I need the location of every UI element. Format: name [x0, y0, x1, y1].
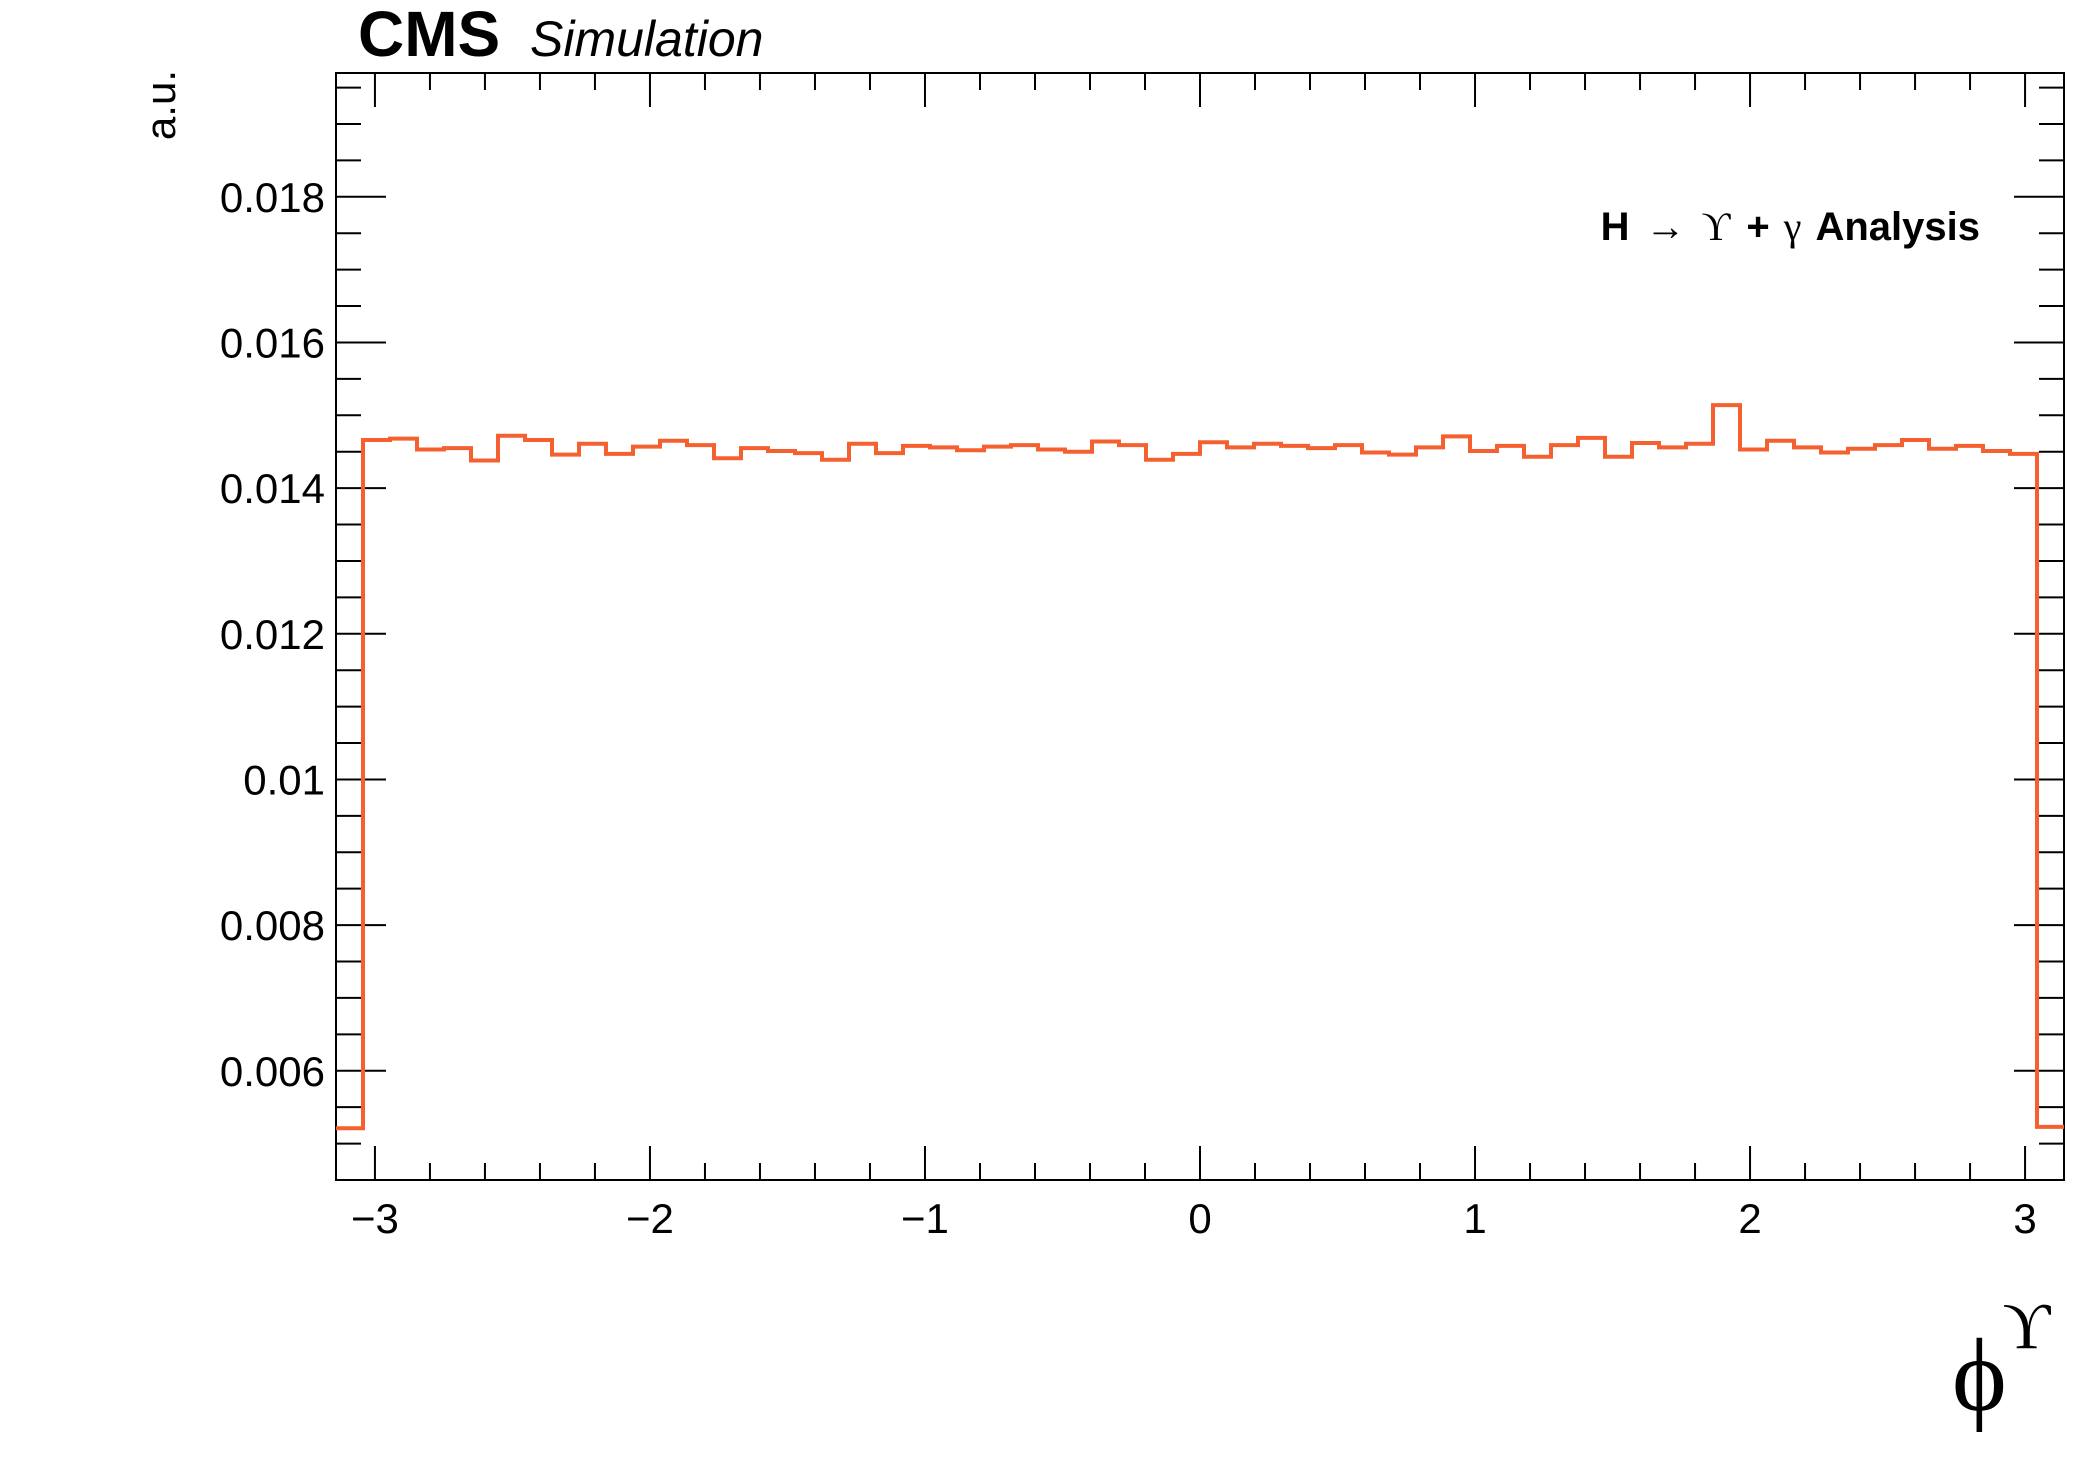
x-tick-label: 0	[1188, 1195, 1211, 1242]
x-tick-label: 1	[1463, 1195, 1486, 1242]
x-tick-label: 3	[2013, 1195, 2036, 1242]
x-tick-label: −3	[351, 1195, 399, 1242]
annotation-upsilon: ϒ	[1702, 204, 1732, 249]
y-tick-label: 0.018	[220, 174, 325, 221]
y-tick-label: 0.012	[220, 611, 325, 658]
x-tick-label: 2	[1738, 1195, 1761, 1242]
histogram-line	[336, 403, 2064, 1131]
y-tick-label: 0.01	[243, 756, 325, 803]
analysis-annotation: H → ϒ + γ Analysis	[1601, 204, 1980, 249]
annotation-gamma: γ	[1783, 204, 1802, 249]
annotation-h: H	[1601, 205, 1630, 249]
y-tick-label: 0.006	[220, 1048, 325, 1095]
x-axis-title: ϕϒ	[1952, 1290, 2052, 1433]
y-tick-label: 0.014	[220, 465, 325, 512]
y-tick-label: 0.016	[220, 319, 325, 366]
histogram-series	[336, 403, 2064, 1131]
cms-label: CMS	[358, 0, 500, 70]
x-axis-title-phi: ϕ	[1952, 1318, 2007, 1433]
annotation-plus: +	[1746, 205, 1769, 249]
simulation-label: Simulation	[530, 11, 763, 67]
x-tick-label: −2	[626, 1195, 674, 1242]
annotation-arrow: →	[1646, 204, 1686, 249]
x-axis-title-superscript: ϒ	[2003, 1290, 2052, 1363]
y-axis-ticks	[336, 86, 2064, 1181]
x-axis-tick-labels: −3 −2 −1 0 1 2 3	[351, 1195, 2037, 1242]
y-axis-title: a.u.	[137, 70, 184, 140]
annotation-analysis: Analysis	[1815, 205, 1980, 249]
y-axis-tick-labels: 0.006 0.008 0.01 0.012 0.014 0.016 0.018	[220, 174, 325, 1095]
x-tick-label: −1	[901, 1195, 949, 1242]
x-axis-ticks	[373, 73, 2027, 1180]
y-tick-label: 0.008	[220, 902, 325, 949]
